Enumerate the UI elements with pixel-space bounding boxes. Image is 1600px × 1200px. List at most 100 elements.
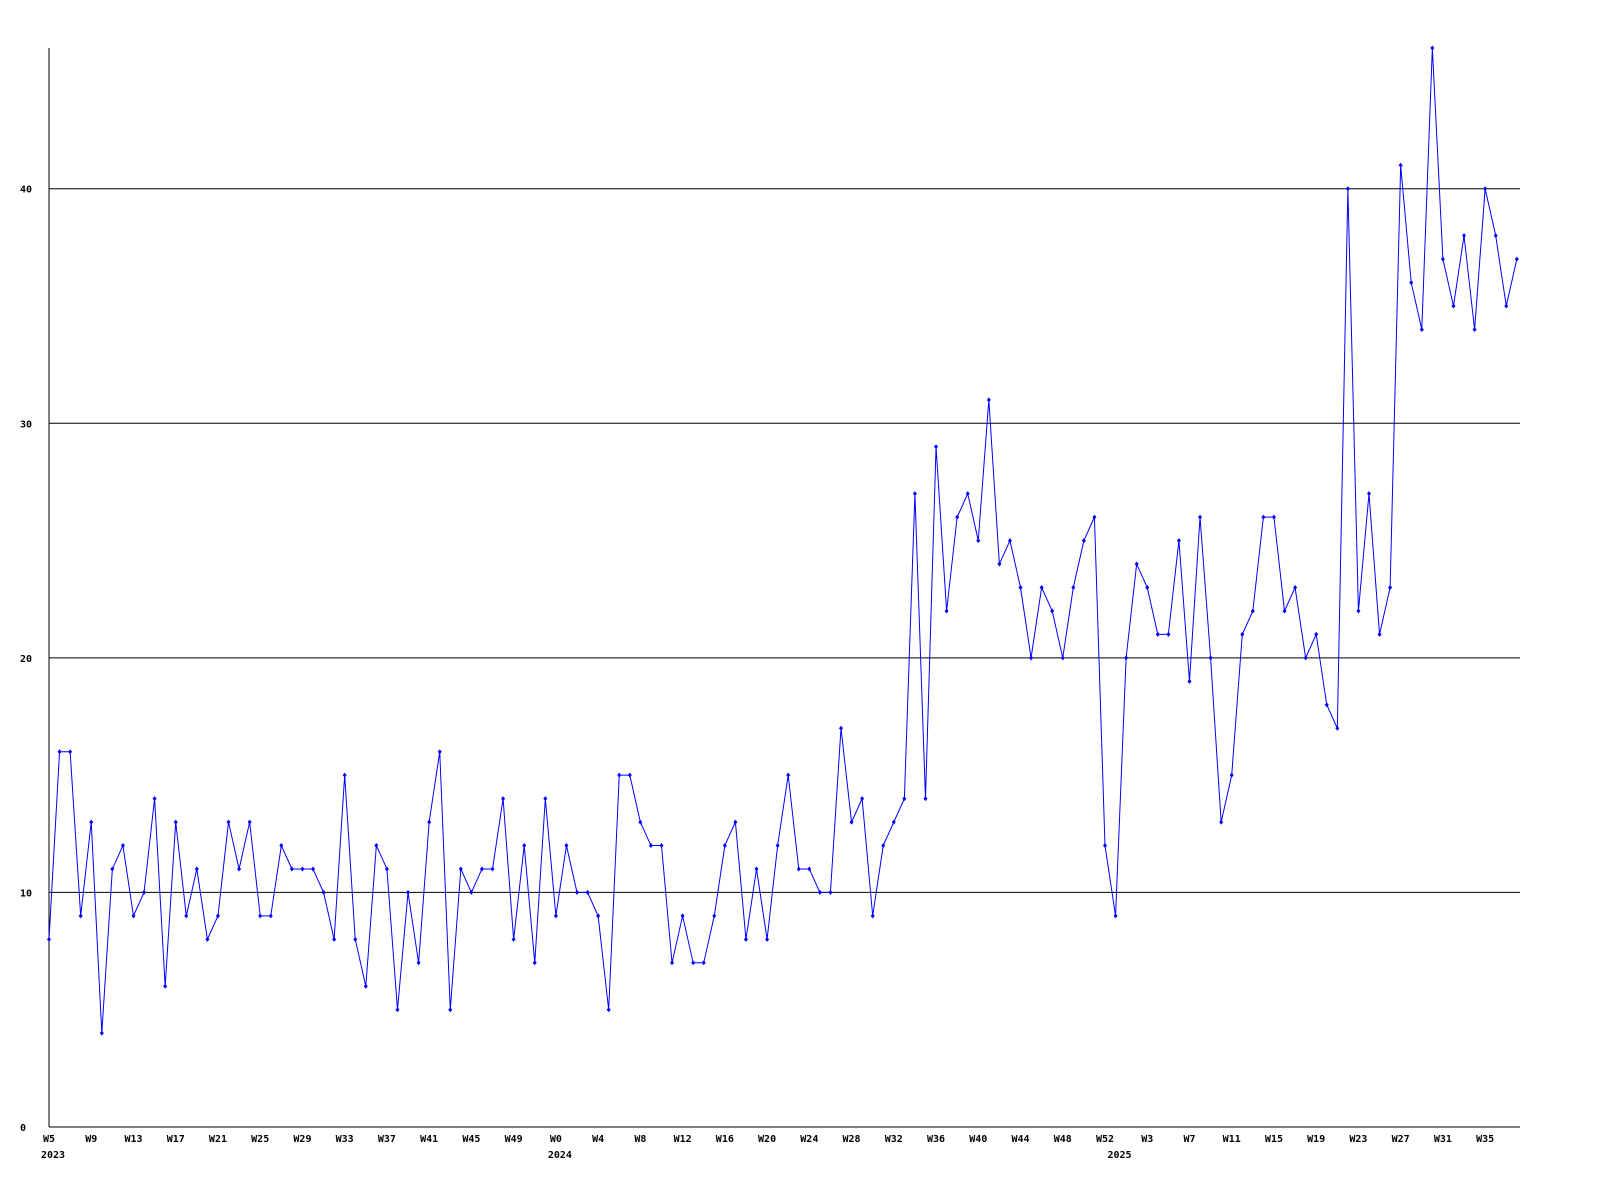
data-point xyxy=(1493,233,1498,239)
data-point xyxy=(300,866,305,872)
data-point xyxy=(247,819,252,825)
data-point xyxy=(596,913,601,919)
data-point xyxy=(828,889,833,895)
data-point xyxy=(743,936,748,942)
data-point xyxy=(1472,326,1477,332)
data-point xyxy=(89,819,94,825)
data-point xyxy=(670,960,675,966)
data-point xyxy=(1282,608,1287,614)
data-point xyxy=(374,843,379,849)
data-point xyxy=(1176,538,1181,544)
data-point xyxy=(78,913,83,919)
data-point xyxy=(469,889,474,895)
x-tick-label: W28 xyxy=(843,1134,861,1145)
data-point xyxy=(384,866,389,872)
data-point xyxy=(1451,303,1456,309)
data-point xyxy=(1377,631,1382,637)
data-line xyxy=(48,47,1518,1034)
data-point xyxy=(184,913,189,919)
data-point xyxy=(1229,772,1234,778)
data-point xyxy=(1240,631,1245,637)
data-point xyxy=(722,843,727,849)
data-point xyxy=(986,397,991,403)
data-point xyxy=(152,796,157,802)
data-point xyxy=(1440,256,1445,262)
data-point xyxy=(47,936,51,942)
data-point xyxy=(976,538,981,544)
data-point xyxy=(765,936,770,942)
data-point xyxy=(1198,514,1203,520)
data-point xyxy=(585,889,590,895)
data-point xyxy=(1388,585,1393,590)
data-point xyxy=(1293,585,1298,590)
data-point xyxy=(258,913,263,919)
data-point xyxy=(955,514,960,520)
data-point xyxy=(838,725,843,731)
data-point xyxy=(353,936,358,942)
data-point xyxy=(796,866,801,872)
data-point xyxy=(163,983,168,989)
data-point xyxy=(1187,678,1192,684)
x-tick-label: W49 xyxy=(505,1134,523,1145)
data-point xyxy=(817,889,822,895)
x-tick-label: W16 xyxy=(716,1134,734,1145)
data-point xyxy=(448,1007,453,1013)
data-point xyxy=(543,796,548,802)
data-point xyxy=(395,1007,400,1013)
data-point xyxy=(332,936,337,942)
year-label: 2023 xyxy=(41,1150,65,1161)
data-point xyxy=(923,796,928,802)
y-tick-label: 40 xyxy=(20,185,32,196)
data-point xyxy=(1483,186,1488,192)
data-point xyxy=(1134,561,1139,567)
x-tick-label: W9 xyxy=(85,1134,97,1145)
data-point xyxy=(1155,631,1160,637)
data-point xyxy=(1462,233,1467,239)
data-point xyxy=(279,843,284,849)
data-point xyxy=(1356,608,1361,614)
data-point xyxy=(870,913,875,919)
data-point xyxy=(1145,585,1150,590)
x-tick-label: W36 xyxy=(927,1134,945,1145)
data-point xyxy=(1029,655,1034,661)
data-point xyxy=(363,983,368,989)
data-point xyxy=(1335,725,1340,731)
data-point xyxy=(1409,280,1414,286)
year-label: 2024 xyxy=(548,1150,572,1161)
data-point xyxy=(881,843,886,849)
data-point xyxy=(965,491,970,497)
data-point xyxy=(1092,514,1097,520)
data-point xyxy=(1324,702,1329,708)
y-tick-label: 30 xyxy=(20,419,32,430)
data-point xyxy=(1261,514,1266,520)
x-tick-label: W32 xyxy=(885,1134,903,1145)
data-point xyxy=(1504,303,1509,309)
x-tick-label: W23 xyxy=(1349,1134,1367,1145)
data-point xyxy=(226,819,231,825)
x-tick-label: W35 xyxy=(1476,1134,1494,1145)
x-tick-label: W31 xyxy=(1434,1134,1452,1145)
data-point xyxy=(1314,631,1319,637)
data-point xyxy=(205,936,210,942)
data-point xyxy=(342,772,347,778)
x-tick-label: W45 xyxy=(462,1134,480,1145)
data-point xyxy=(944,608,949,614)
data-point xyxy=(427,819,432,825)
data-point xyxy=(807,866,812,872)
y-tick-label: 10 xyxy=(20,888,32,899)
x-tick-label: W41 xyxy=(420,1134,438,1145)
data-point xyxy=(1219,819,1224,825)
x-tick-label: W37 xyxy=(378,1134,396,1145)
x-tick-label: W52 xyxy=(1096,1134,1114,1145)
data-point xyxy=(617,772,622,778)
y-tick-label: 20 xyxy=(20,654,32,665)
data-point xyxy=(310,866,315,872)
data-point xyxy=(416,960,421,966)
data-point xyxy=(1514,256,1519,262)
data-point xyxy=(479,866,484,872)
x-tick-label: W40 xyxy=(969,1134,987,1145)
data-point xyxy=(321,889,326,895)
data-point xyxy=(638,819,643,825)
data-point xyxy=(406,889,411,895)
